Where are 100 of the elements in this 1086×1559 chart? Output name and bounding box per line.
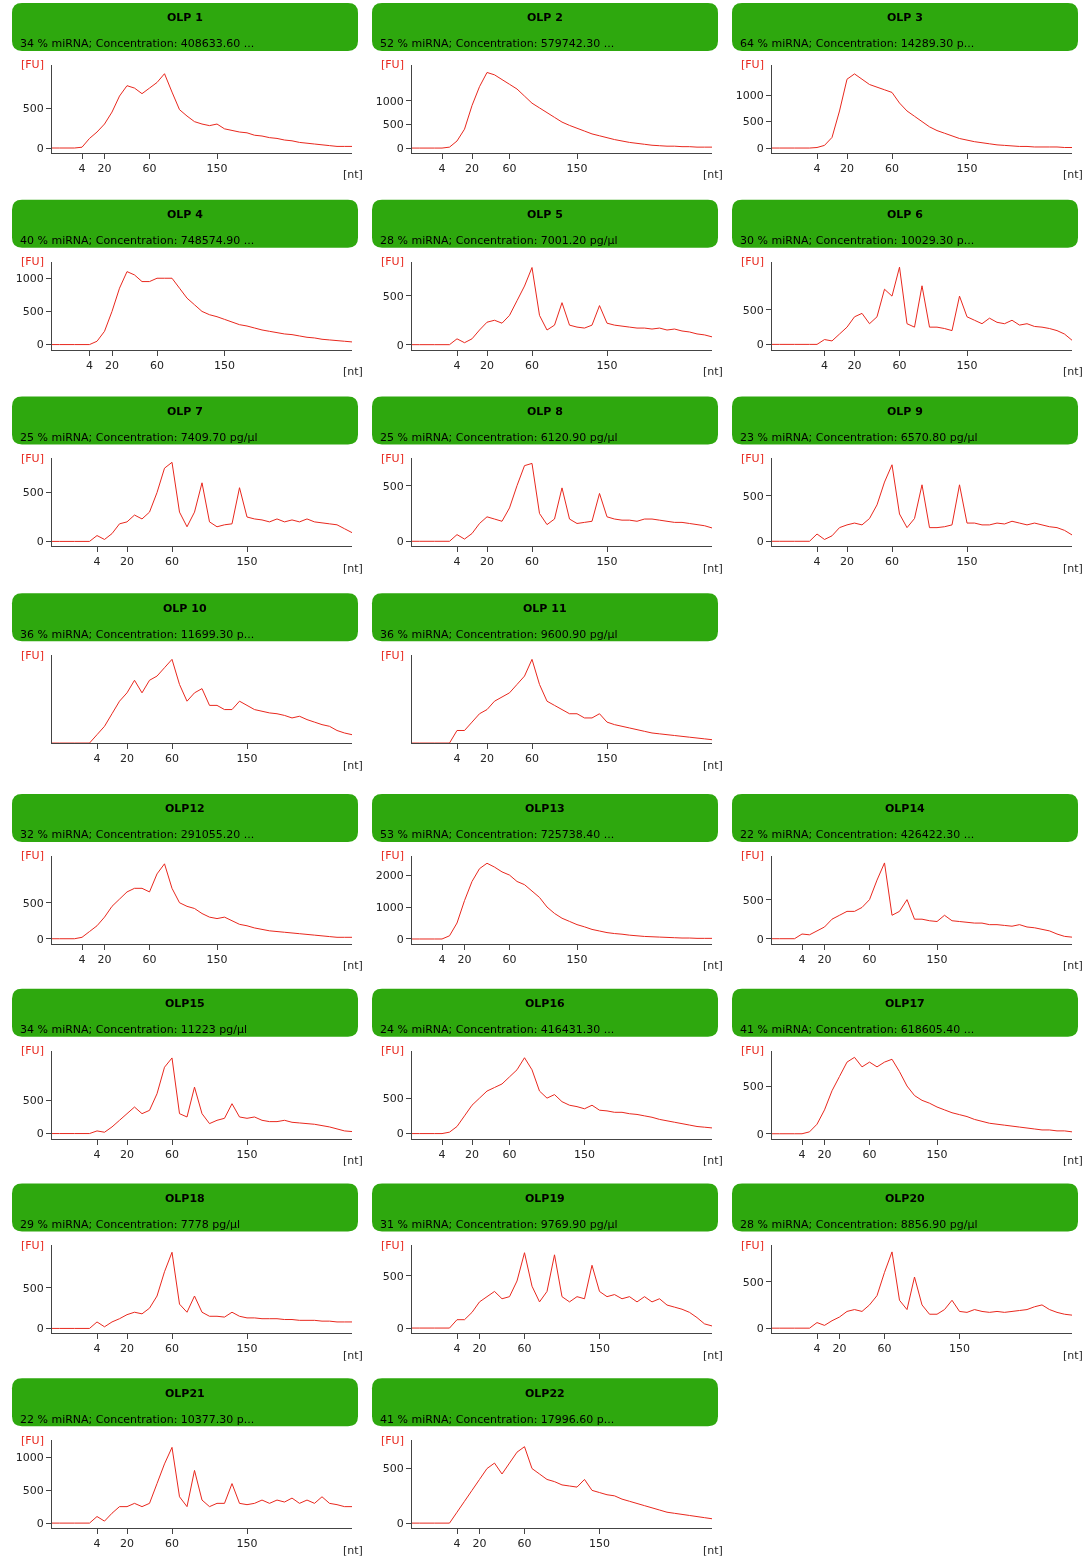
y-axis-title: [FU] bbox=[381, 1044, 404, 1057]
y-tick-label: 0 bbox=[396, 141, 404, 155]
y-tick-label: 1000 bbox=[15, 272, 44, 286]
x-axis-title: [nt] bbox=[343, 562, 363, 575]
line-series bbox=[772, 1056, 1072, 1135]
y-tick-label: 0 bbox=[396, 932, 404, 946]
chart-title: OLP 11 bbox=[523, 602, 567, 615]
x-tick-label: 4 bbox=[453, 555, 461, 569]
y-tick-label: 0 bbox=[36, 141, 44, 155]
x-tick-label: 4 bbox=[93, 752, 101, 766]
x-axis-title: [nt] bbox=[703, 562, 723, 575]
x-tick-label: 4 bbox=[438, 952, 446, 966]
x-tick-label: 4 bbox=[438, 162, 446, 175]
line-series bbox=[52, 1251, 352, 1329]
line-series bbox=[412, 1252, 712, 1329]
y-tick-label: 0 bbox=[396, 338, 404, 352]
y-axis-title: [FU] bbox=[21, 1239, 44, 1252]
line-series bbox=[52, 863, 352, 940]
y-axis-title: [FU] bbox=[381, 255, 404, 268]
chart-title: OLP17 bbox=[885, 997, 925, 1010]
x-tick-label: 150 bbox=[956, 162, 978, 175]
y-tick-label: 0 bbox=[756, 932, 764, 946]
x-tick-label: 4 bbox=[821, 358, 828, 372]
y-axis-title: [FU] bbox=[381, 452, 404, 465]
y-axis-title: [FU] bbox=[381, 58, 404, 71]
x-tick-label: 150 bbox=[596, 358, 618, 372]
y-tick-label: 1000 bbox=[375, 94, 404, 108]
chart-subtitle: 34 % miRNA; Concentration: 408633.60 ... bbox=[20, 37, 255, 50]
x-tick-label: 150 bbox=[589, 1537, 610, 1551]
y-axis-title: [FU] bbox=[21, 255, 44, 268]
x-tick-label: 60 bbox=[862, 952, 877, 966]
x-tick-label: 20 bbox=[465, 162, 479, 175]
x-tick-label: 4 bbox=[813, 555, 821, 569]
chart-title: OLP13 bbox=[525, 802, 565, 815]
line-series bbox=[772, 1251, 1072, 1329]
x-tick-label: 150 bbox=[956, 555, 978, 569]
x-tick-label: 4 bbox=[93, 555, 101, 569]
y-axis-title: [FU] bbox=[21, 849, 44, 862]
x-tick-label: 4 bbox=[798, 1147, 806, 1161]
y-axis-title: [FU] bbox=[381, 1239, 404, 1252]
chart-title: OLP19 bbox=[525, 1192, 565, 1205]
x-tick-label: 60 bbox=[525, 555, 539, 569]
x-axis-title: [nt] bbox=[1063, 1349, 1083, 1362]
y-axis-title: [FU] bbox=[381, 849, 404, 862]
y-tick-label: 0 bbox=[756, 338, 764, 352]
chart-title: OLP21 bbox=[165, 1387, 205, 1400]
x-tick-label: 20 bbox=[817, 1147, 832, 1161]
x-tick-label: 20 bbox=[120, 1147, 134, 1161]
chart-subtitle: 36 % miRNA; Concentration: 9600.90 pg/µl bbox=[380, 628, 618, 641]
y-tick-label: 0 bbox=[756, 141, 764, 155]
chart-title: OLP12 bbox=[165, 802, 205, 815]
x-axis-title: [nt] bbox=[1063, 168, 1083, 181]
y-tick-label: 500 bbox=[382, 1269, 404, 1283]
y-tick-label: 0 bbox=[756, 1127, 764, 1141]
x-tick-label: 4 bbox=[453, 1342, 461, 1356]
y-tick-label: 1000 bbox=[735, 88, 764, 102]
x-tick-label: 60 bbox=[502, 1147, 517, 1161]
x-axis-title: [nt] bbox=[343, 168, 363, 181]
x-tick-label: 60 bbox=[892, 358, 907, 372]
x-tick-label: 20 bbox=[120, 752, 134, 766]
x-tick-label: 150 bbox=[236, 1537, 258, 1551]
x-tick-label: 20 bbox=[480, 358, 494, 372]
x-tick-label: 150 bbox=[574, 1147, 595, 1161]
x-axis-title: [nt] bbox=[343, 1154, 363, 1167]
chart-title: OLP 3 bbox=[887, 11, 923, 24]
x-tick-label: 60 bbox=[885, 162, 899, 175]
y-tick-label: 0 bbox=[36, 338, 44, 352]
y-axis-title: [FU] bbox=[741, 1239, 764, 1252]
x-tick-label: 150 bbox=[236, 555, 258, 569]
chart-subtitle: 23 % miRNA; Concentration: 6570.80 pg/µl bbox=[740, 431, 978, 444]
x-tick-label: 4 bbox=[438, 1147, 446, 1161]
x-tick-label: 150 bbox=[596, 555, 618, 569]
line-series bbox=[412, 71, 712, 149]
chart-subtitle: 34 % miRNA; Concentration: 11223 pg/µl bbox=[20, 1023, 248, 1036]
x-tick-label: 4 bbox=[93, 1537, 101, 1551]
x-axis-title: [nt] bbox=[703, 959, 723, 972]
y-tick-label: 500 bbox=[742, 303, 764, 317]
y-tick-label: 500 bbox=[742, 1079, 764, 1093]
x-axis-title: [nt] bbox=[1063, 365, 1083, 378]
chart-subtitle: 40 % miRNA; Concentration: 748574.90 ... bbox=[20, 234, 255, 247]
x-tick-label: 20 bbox=[120, 555, 134, 569]
y-tick-label: 0 bbox=[756, 1322, 764, 1336]
y-tick-label: 500 bbox=[22, 101, 44, 115]
y-axis-title: [FU] bbox=[741, 255, 764, 268]
x-tick-label: 60 bbox=[502, 952, 517, 966]
x-tick-label: 20 bbox=[105, 358, 119, 372]
x-axis-title: [nt] bbox=[343, 959, 363, 972]
x-tick-label: 60 bbox=[165, 555, 179, 569]
x-tick-label: 60 bbox=[165, 752, 179, 766]
line-series bbox=[412, 862, 712, 940]
line-series bbox=[772, 266, 1072, 345]
y-axis-title: [FU] bbox=[741, 1044, 764, 1057]
y-tick-label: 500 bbox=[22, 1484, 44, 1498]
x-axis-title: [nt] bbox=[343, 1349, 363, 1362]
chart-subtitle: 22 % miRNA; Concentration: 10377.30 p... bbox=[20, 1413, 255, 1426]
x-tick-label: 20 bbox=[97, 162, 112, 175]
y-axis-title: [FU] bbox=[381, 1434, 404, 1447]
line-series bbox=[412, 267, 712, 346]
chart-title: OLP 7 bbox=[167, 405, 203, 418]
chart-subtitle: 41 % miRNA; Concentration: 618605.40 ... bbox=[740, 1023, 975, 1036]
